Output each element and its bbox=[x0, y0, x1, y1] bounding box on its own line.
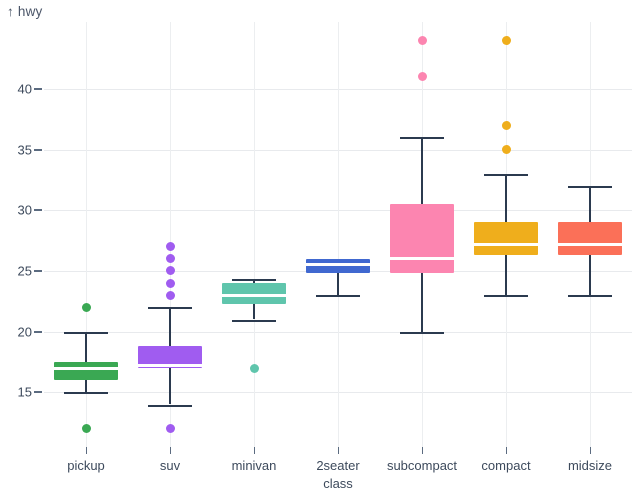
median-line bbox=[306, 263, 370, 267]
whisker-upper bbox=[505, 173, 507, 223]
y-tick-mark bbox=[34, 269, 42, 272]
whisker-cap-upper bbox=[232, 279, 276, 282]
whisker-cap-upper bbox=[484, 173, 528, 176]
y-tick-mark bbox=[34, 87, 42, 90]
whisker-lower bbox=[337, 273, 339, 296]
boxplot-midsize[interactable] bbox=[548, 22, 632, 447]
x-tick-label-subcompact: subcompact bbox=[386, 458, 458, 473]
y-axis-title: ↑ hwy bbox=[7, 4, 43, 19]
outlier-point[interactable] bbox=[165, 266, 175, 276]
x-tick-mark bbox=[86, 447, 87, 454]
outlier-point[interactable] bbox=[165, 278, 175, 288]
whisker-cap-upper bbox=[64, 331, 108, 334]
whisker-cap-upper bbox=[568, 185, 612, 188]
whisker-lower bbox=[505, 255, 507, 296]
median-line bbox=[222, 293, 286, 297]
boxplot-suv[interactable] bbox=[128, 22, 212, 447]
whisker-cap-lower bbox=[484, 295, 528, 298]
x-tick-mark bbox=[590, 447, 591, 454]
x-tick-mark bbox=[254, 447, 255, 454]
boxplot-2seater[interactable] bbox=[296, 22, 380, 447]
whisker-cap-lower bbox=[316, 295, 360, 298]
y-tick-label: 15 bbox=[17, 384, 32, 400]
y-tick-label: 40 bbox=[17, 81, 32, 97]
whisker-cap-lower bbox=[148, 404, 192, 407]
y-tick-mark bbox=[34, 209, 42, 212]
median-line bbox=[138, 364, 202, 368]
boxplot-subcompact[interactable] bbox=[380, 22, 464, 447]
outlier-point[interactable] bbox=[165, 290, 175, 300]
median-line bbox=[474, 242, 538, 246]
x-gridline bbox=[170, 22, 171, 447]
y-tick-mark bbox=[34, 330, 42, 333]
boxplot-pickup[interactable] bbox=[44, 22, 128, 447]
median-line bbox=[558, 242, 622, 246]
x-tick-mark bbox=[422, 447, 423, 454]
whisker-cap-upper bbox=[148, 307, 192, 310]
whisker-cap-lower bbox=[400, 331, 444, 334]
x-tick-label-suv: suv bbox=[159, 458, 181, 473]
y-tick-label: 20 bbox=[17, 324, 32, 340]
x-tick-mark bbox=[506, 447, 507, 454]
whisker-lower bbox=[589, 255, 591, 296]
plot-area: 15 20 25 30 35 40 bbox=[18, 22, 632, 447]
whisker-upper bbox=[421, 137, 423, 205]
y-tick-label: 30 bbox=[17, 202, 32, 218]
outlier-point[interactable] bbox=[165, 242, 175, 252]
x-tick-mark bbox=[170, 447, 171, 454]
boxplot-compact[interactable] bbox=[464, 22, 548, 447]
whisker-lower bbox=[169, 368, 171, 405]
whisker-upper bbox=[589, 185, 591, 223]
whisker-cap-lower bbox=[64, 392, 108, 395]
box-body[interactable] bbox=[138, 346, 202, 369]
y-tick-mark bbox=[34, 391, 42, 394]
x-tick-label-2seater: 2seater bbox=[316, 458, 360, 473]
outlier-point[interactable] bbox=[501, 35, 511, 45]
whisker-cap-lower bbox=[232, 319, 276, 322]
outlier-point[interactable] bbox=[81, 302, 91, 312]
x-gridline bbox=[86, 22, 87, 447]
x-gridline bbox=[254, 22, 255, 447]
x-axis-title: class bbox=[323, 476, 353, 491]
outlier-point[interactable] bbox=[417, 35, 427, 45]
x-tick-mark bbox=[338, 447, 339, 454]
x-axis: pickup suv minivan 2seater subcompact compact… bbox=[44, 447, 632, 503]
outlier-point[interactable] bbox=[501, 145, 511, 154]
outlier-point[interactable] bbox=[501, 120, 511, 130]
whisker-upper bbox=[169, 307, 171, 347]
x-tick-label-compact: compact bbox=[481, 458, 531, 473]
whisker-cap-lower bbox=[568, 295, 612, 298]
outlier-point[interactable] bbox=[165, 254, 175, 264]
whisker-upper bbox=[85, 331, 87, 362]
box-body[interactable] bbox=[222, 283, 286, 304]
box-body[interactable] bbox=[558, 222, 622, 256]
y-tick-mark bbox=[34, 148, 42, 151]
whisker-lower bbox=[85, 380, 87, 393]
whisker-lower bbox=[421, 273, 423, 332]
y-tick-label: 35 bbox=[17, 142, 32, 157]
box-body[interactable] bbox=[390, 204, 454, 274]
x-tick-label-midsize: midsize bbox=[567, 458, 613, 473]
outlier-point[interactable] bbox=[417, 72, 427, 82]
x-tick-label-pickup: pickup bbox=[67, 458, 105, 473]
outlier-point[interactable] bbox=[249, 363, 259, 373]
box-body[interactable] bbox=[474, 222, 538, 256]
outlier-point[interactable] bbox=[165, 424, 175, 434]
median-line bbox=[390, 257, 454, 261]
outlier-point[interactable] bbox=[81, 424, 91, 434]
median-line bbox=[54, 366, 118, 370]
boxplot-minivan[interactable] bbox=[212, 22, 296, 447]
whisker-cap-upper bbox=[400, 137, 444, 140]
x-tick-label-minivan: minivan bbox=[231, 458, 277, 473]
whisker-lower bbox=[253, 303, 255, 320]
y-tick-label: 25 bbox=[17, 263, 32, 279]
box-body[interactable] bbox=[54, 362, 118, 381]
x-gridline bbox=[338, 22, 339, 447]
